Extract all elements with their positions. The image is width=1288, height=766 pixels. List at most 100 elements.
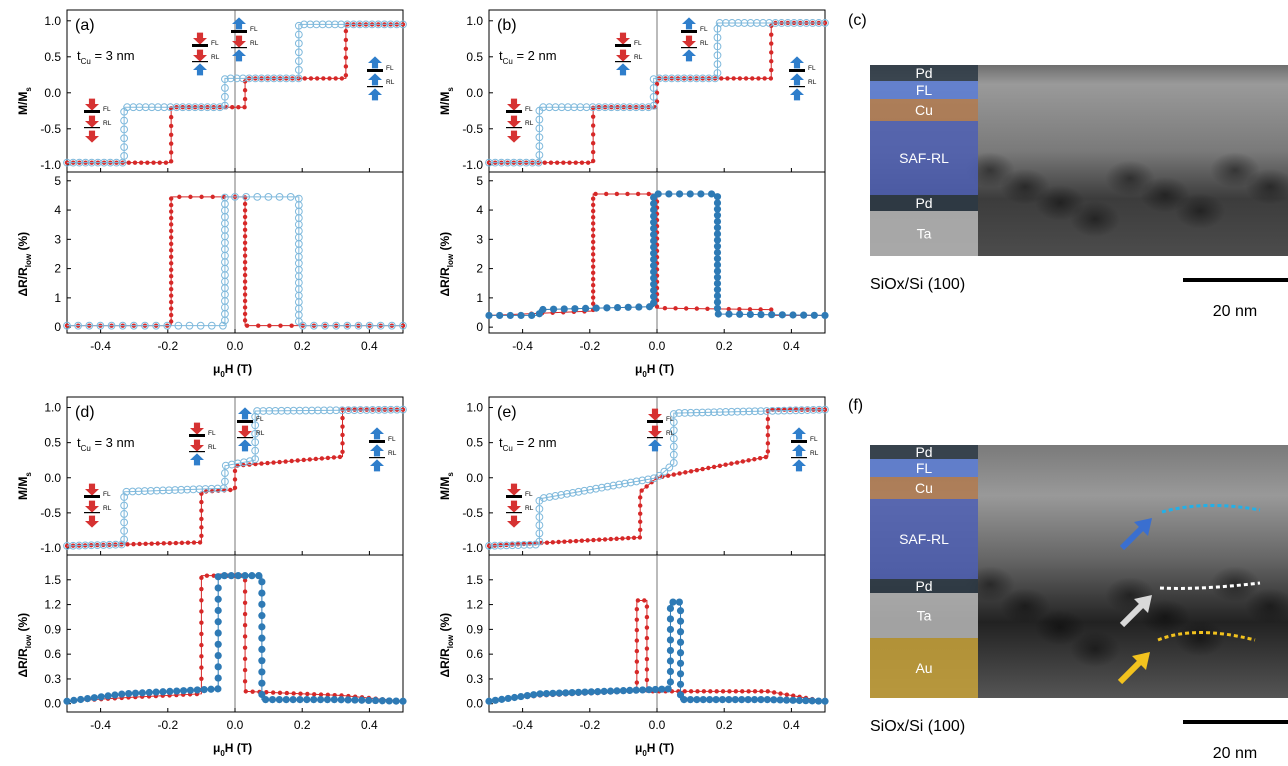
data-point bbox=[340, 449, 345, 454]
data-point bbox=[312, 20, 321, 29]
data-point bbox=[141, 321, 149, 330]
data-point bbox=[343, 20, 352, 29]
data-point bbox=[242, 589, 248, 594]
data-point bbox=[214, 595, 222, 603]
data-point bbox=[117, 540, 126, 549]
data-point bbox=[535, 521, 544, 530]
data-point bbox=[734, 460, 740, 465]
data-point bbox=[284, 690, 290, 696]
data-point bbox=[550, 540, 556, 545]
data-point bbox=[535, 142, 544, 151]
data-point bbox=[131, 541, 136, 547]
data-point bbox=[270, 690, 276, 695]
data-point bbox=[728, 19, 736, 27]
y-tick-label: -1.0 bbox=[462, 541, 483, 555]
data-point bbox=[173, 687, 181, 695]
fl-bar bbox=[647, 420, 663, 423]
y-axis-label-magnetization: M/Ms bbox=[16, 87, 33, 115]
data-point bbox=[358, 696, 366, 704]
data-point bbox=[204, 573, 210, 578]
data-point bbox=[778, 691, 783, 696]
data-point bbox=[365, 696, 373, 705]
arrow-down-icon bbox=[190, 439, 204, 452]
data-point bbox=[161, 541, 166, 546]
data-point bbox=[783, 19, 792, 27]
tcu-value: = 3 nm bbox=[91, 435, 135, 450]
data-point bbox=[63, 541, 71, 550]
data-point bbox=[215, 103, 224, 112]
data-point bbox=[635, 191, 641, 197]
series-line-lightblue bbox=[67, 23, 403, 164]
data-point bbox=[96, 321, 105, 330]
data-point bbox=[736, 310, 744, 318]
data-point bbox=[747, 307, 753, 312]
data-point bbox=[277, 690, 283, 696]
data-point bbox=[644, 656, 650, 662]
top-axes: -1.0 -0.5 0.0 0.5 1.0 bbox=[462, 9, 829, 173]
y-tick-label: 0 bbox=[476, 320, 483, 334]
y-axis-r-unit: (%) bbox=[16, 613, 30, 635]
data-point bbox=[316, 696, 325, 704]
data-point bbox=[75, 541, 84, 550]
data-point bbox=[207, 321, 216, 330]
data-point bbox=[242, 208, 248, 213]
data-point bbox=[765, 424, 771, 430]
data-point bbox=[213, 484, 222, 493]
data-point bbox=[727, 407, 736, 416]
data-point bbox=[676, 659, 685, 667]
data-point bbox=[111, 691, 119, 699]
data-point bbox=[713, 205, 722, 213]
data-point bbox=[711, 464, 717, 470]
data-point bbox=[296, 696, 304, 704]
data-point bbox=[253, 192, 262, 201]
data-point bbox=[655, 74, 664, 83]
panel-a: -1.0 -0.5 0.0 0.5 1.0 0 1 2 3 4 5 -0.4 -0.2 0.0 0.2 0.4… bbox=[16, 9, 407, 379]
fl-label: FL bbox=[388, 436, 396, 443]
data-point bbox=[701, 689, 707, 694]
data-point bbox=[590, 258, 596, 263]
data-point bbox=[259, 461, 264, 466]
data-point bbox=[590, 301, 596, 306]
data-point bbox=[782, 696, 791, 704]
x-axis-rest: H (T) bbox=[647, 741, 674, 755]
data-point bbox=[762, 76, 767, 81]
data-point bbox=[713, 42, 722, 51]
data-point bbox=[244, 323, 250, 328]
data-point bbox=[713, 193, 722, 201]
data-point bbox=[590, 215, 596, 220]
data-point bbox=[564, 103, 572, 112]
rl-bar bbox=[192, 61, 208, 63]
data-point bbox=[590, 123, 596, 128]
data-point bbox=[528, 158, 537, 167]
data-point bbox=[734, 19, 743, 27]
data-point bbox=[137, 541, 142, 547]
data-point bbox=[651, 685, 660, 694]
data-point bbox=[771, 690, 777, 695]
data-point bbox=[510, 542, 515, 547]
y-axis-label-magnetization: M/Ms bbox=[438, 472, 455, 500]
data-point bbox=[756, 76, 761, 81]
data-point bbox=[634, 659, 640, 664]
data-point bbox=[602, 537, 608, 542]
data-point bbox=[721, 19, 730, 27]
data-point bbox=[744, 696, 752, 704]
data-point bbox=[333, 76, 338, 81]
data-point bbox=[120, 134, 129, 143]
data-point bbox=[168, 261, 174, 266]
plot-panels: -1.0 -0.5 0.0 0.5 1.0 0 1 2 3 4 5 -0.4 -0.2 0.0 0.2 0.4… bbox=[16, 9, 829, 758]
data-point bbox=[146, 486, 155, 495]
data-point bbox=[704, 74, 713, 83]
data-point bbox=[777, 19, 786, 27]
data-point bbox=[686, 408, 695, 417]
data-point bbox=[542, 160, 547, 165]
data-point bbox=[650, 243, 658, 251]
data-point bbox=[207, 685, 215, 693]
data-point bbox=[713, 242, 722, 250]
data-point bbox=[585, 160, 591, 165]
data-point bbox=[676, 638, 685, 646]
data-point bbox=[650, 218, 658, 226]
data-point bbox=[669, 450, 678, 459]
data-point bbox=[179, 687, 188, 695]
data-point bbox=[621, 479, 629, 488]
bottom-curves bbox=[485, 598, 829, 705]
